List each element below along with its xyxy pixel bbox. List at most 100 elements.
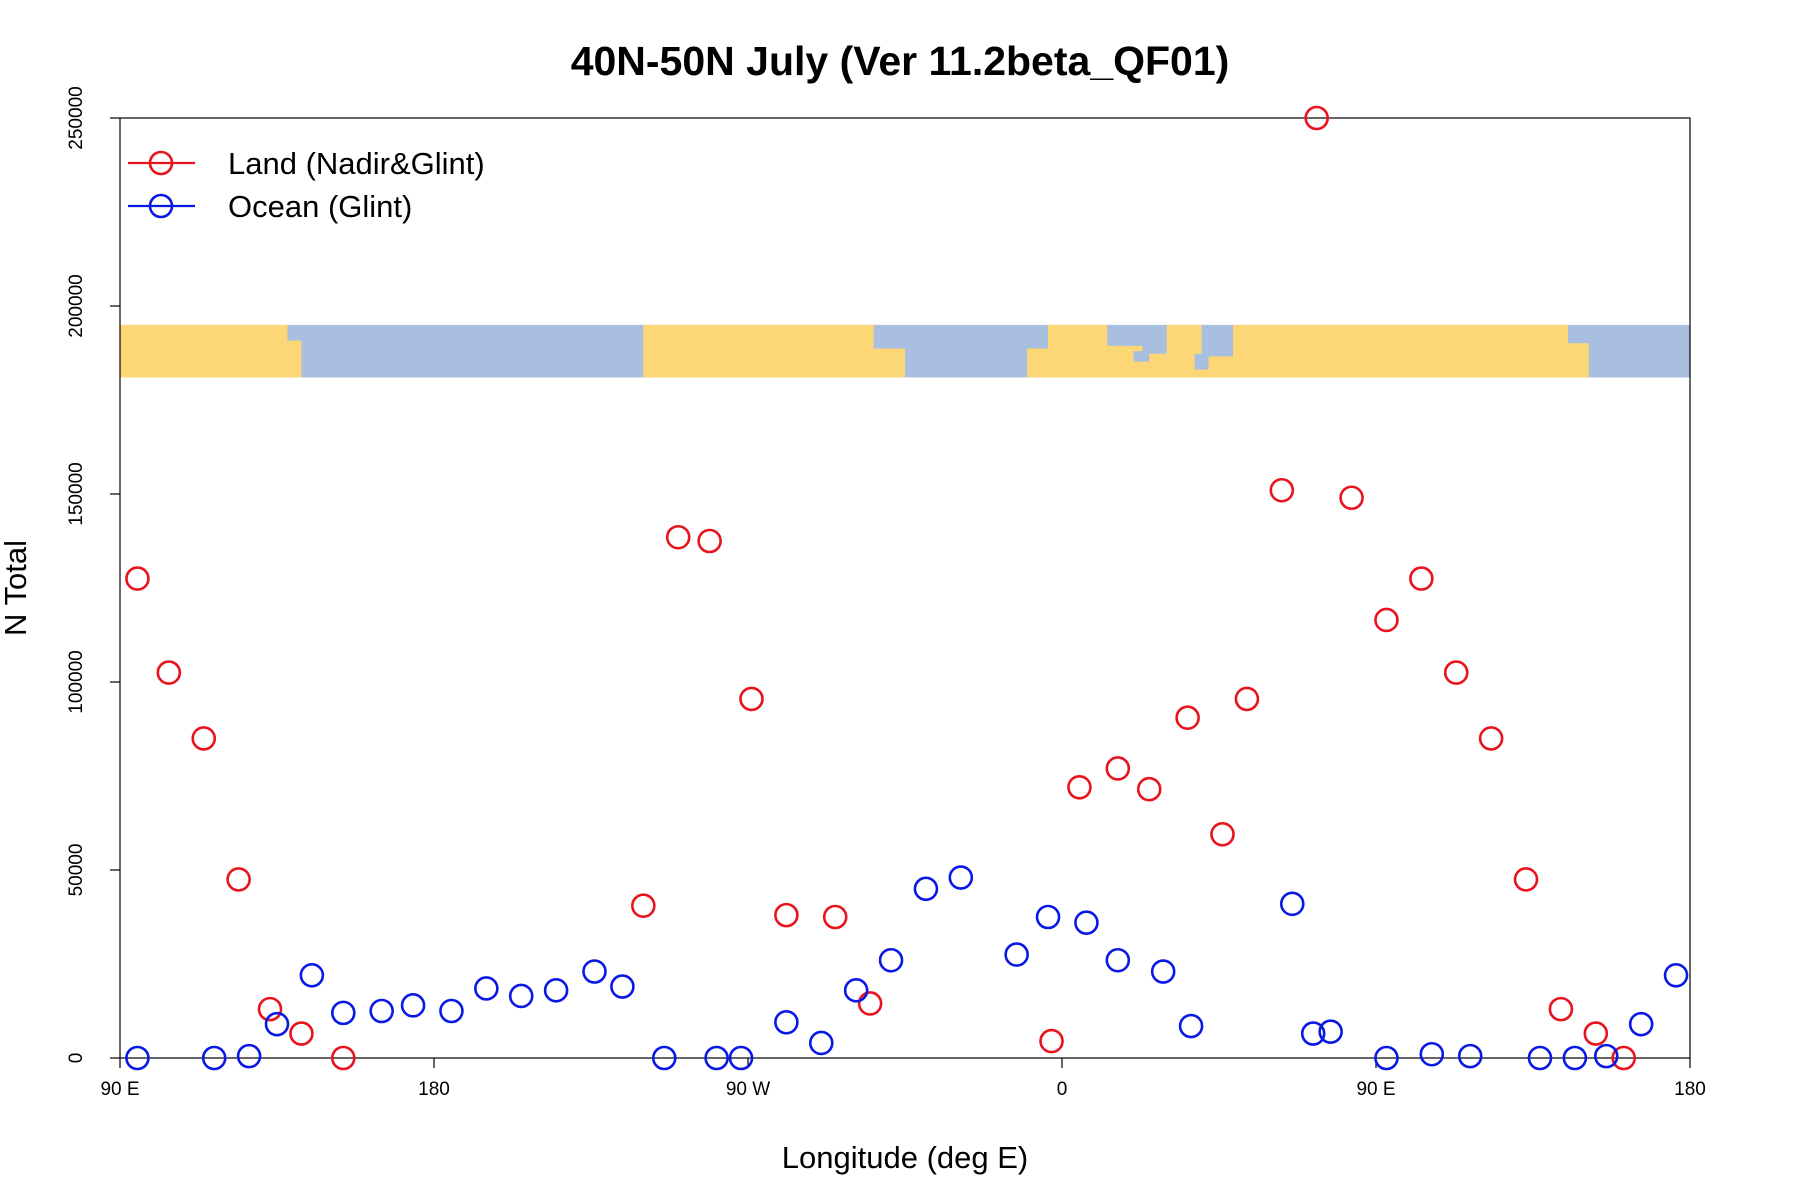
land-point (697, 528, 722, 554)
world-map-strip (120, 324, 1690, 378)
ocean-point (1105, 947, 1131, 973)
ocean-point (774, 1009, 799, 1035)
x-tick-label: 0 (1057, 1079, 1068, 1100)
x-axis: 90 E 180 90 W 0 90 E 180 (100, 1058, 1706, 1100)
land-point (739, 686, 764, 712)
legend: Land (Nadir&Glint) Ocean (Glint) (128, 146, 485, 224)
map-land (1567, 343, 1589, 378)
land-point (631, 893, 656, 919)
y-tick-label: 150000 (66, 462, 87, 525)
map-land (1048, 324, 1108, 378)
land-point (1039, 1028, 1064, 1054)
y-tick-label: 250000 (66, 86, 87, 149)
ocean-point (878, 947, 904, 973)
data-points (125, 105, 1689, 1071)
map-land (1201, 356, 1233, 378)
ocean-point (400, 993, 426, 1018)
ocean-point (125, 1045, 150, 1071)
ocean-point (543, 978, 569, 1003)
land-point (1374, 607, 1399, 633)
land-point (289, 1021, 314, 1046)
land-point (774, 902, 799, 928)
ocean-point (236, 1043, 262, 1069)
y-tick-label: 200000 (66, 274, 87, 337)
y-axis-label: N Total (0, 540, 33, 636)
x-tick-label: 180 (1674, 1079, 1706, 1100)
ocean-point (1318, 1019, 1343, 1044)
land-point (1409, 566, 1434, 591)
ocean-point (1004, 942, 1029, 967)
x-tick-label: 180 (418, 1079, 450, 1100)
map-sea (1194, 353, 1209, 370)
ocean-point (474, 976, 499, 1001)
ocean-point (508, 983, 534, 1009)
ocean-point (1628, 1011, 1654, 1037)
ocean-point (1035, 904, 1061, 930)
ocean-point (1300, 1021, 1326, 1046)
ocean-point (330, 1000, 356, 1026)
land-point (226, 867, 251, 892)
ocean-point (1374, 1045, 1399, 1071)
land-point (1210, 821, 1235, 847)
ocean-point (728, 1045, 754, 1071)
x-tick-label: 90 E (100, 1079, 139, 1100)
land-point (191, 726, 217, 751)
ocean-point (843, 978, 869, 1003)
ocean-point (201, 1045, 227, 1071)
map-land (120, 324, 288, 378)
land-point (1443, 660, 1469, 685)
land-point (1234, 686, 1260, 712)
ocean-point (704, 1045, 729, 1071)
land-point (125, 566, 150, 591)
ocean-point (610, 974, 635, 999)
map-land (287, 340, 302, 378)
legend-label-land: Land (Nadir&Glint) (228, 146, 485, 181)
land-point (665, 524, 691, 550)
land-point (857, 991, 883, 1016)
map-sea (1133, 351, 1150, 362)
ocean-point (1074, 910, 1099, 935)
land-point (1269, 477, 1295, 503)
ocean-point (299, 962, 325, 988)
ocean-point (369, 998, 394, 1024)
ocean-point (1178, 1013, 1204, 1039)
ocean-point (1279, 891, 1305, 917)
land-point (1105, 756, 1131, 781)
land-point (1136, 776, 1162, 802)
map-land (873, 348, 905, 378)
map-land (1232, 324, 1568, 378)
land-point (1583, 1021, 1609, 1046)
land-point (1175, 705, 1200, 731)
ocean-point (808, 1030, 834, 1056)
plot-area (119, 117, 1691, 1059)
ocean-point (1150, 959, 1176, 984)
ocean-point (948, 865, 974, 890)
legend-marker-ocean (148, 193, 174, 219)
land-point (156, 660, 182, 685)
legend-marker-land (148, 150, 174, 176)
ocean-point (913, 876, 939, 902)
x-tick-label: 90 E (1356, 1079, 1395, 1100)
land-point (822, 904, 848, 930)
land-point (330, 1045, 356, 1071)
ocean-point (1562, 1045, 1588, 1071)
map-land (1027, 348, 1049, 378)
y-axis: 0 50000 100000 150000 200000 250000 (66, 86, 120, 1063)
land-point (1067, 774, 1092, 800)
y-tick-label: 50000 (66, 844, 87, 897)
ocean-point (1419, 1041, 1445, 1067)
y-tick-label: 0 (66, 1053, 87, 1064)
ocean-point (1593, 1043, 1619, 1069)
ocean-point (264, 1011, 290, 1037)
ocean-point (1527, 1045, 1553, 1071)
land-point (1478, 726, 1504, 751)
ocean-point (1663, 962, 1689, 988)
land-point (257, 996, 283, 1022)
ocean-point (582, 959, 607, 984)
legend-label-ocean: Ocean (Glint) (228, 189, 412, 224)
ocean-point (651, 1045, 677, 1071)
map-land (643, 324, 874, 378)
ocean-point (439, 998, 464, 1024)
legend-item-land: Land (Nadir&Glint) (128, 146, 485, 181)
